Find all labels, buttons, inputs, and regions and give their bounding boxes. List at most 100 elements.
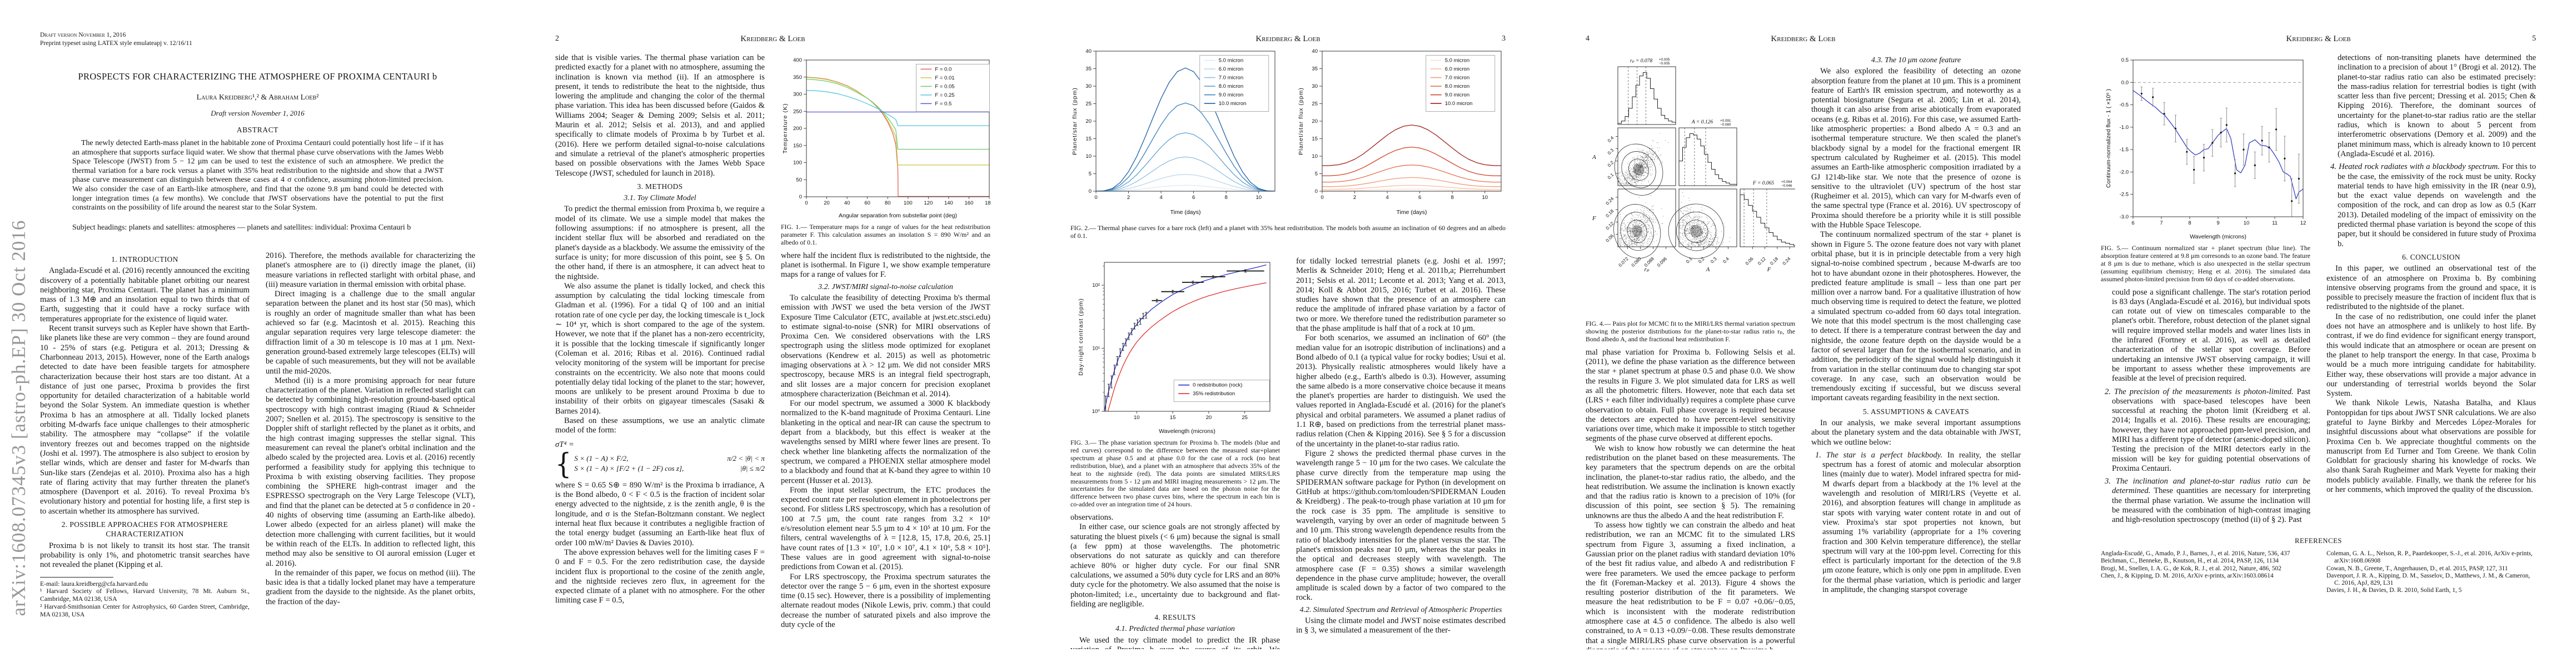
footnote-rule: [40, 576, 113, 578]
svg-text:A = 0.126: A = 0.126: [1691, 120, 1713, 125]
svg-text:4: 4: [1159, 195, 1162, 201]
svg-text:F: F: [1592, 215, 1596, 222]
svg-text:+0.064: +0.064: [1781, 180, 1792, 184]
paragraph: Method (ii) is a more promising approach…: [266, 376, 475, 568]
svg-text:10: 10: [1085, 153, 1092, 160]
svg-text:180: 180: [985, 200, 990, 206]
svg-text:20: 20: [1312, 118, 1318, 125]
paragraph: Recent transit surveys such as Kepler ha…: [40, 324, 250, 516]
list-item: 2. The precision of the measurements is …: [2105, 387, 2310, 473]
paragraph: We also assume the planet is tidally loc…: [555, 281, 765, 416]
paragraph: We used the toy climate model to predict…: [1070, 635, 1280, 649]
svg-text:0 redistribution (rock): 0 redistribution (rock): [1193, 382, 1242, 389]
svg-text:20: 20: [1085, 118, 1092, 125]
paragraph: where half the incident flux is redistri…: [781, 251, 990, 280]
svg-text:4: 4: [1386, 195, 1388, 201]
svg-text:Day-night contrast (ppm): Day-night contrast (ppm): [1078, 298, 1084, 376]
svg-text:25: 25: [1242, 415, 1248, 421]
svg-text:10⁰: 10⁰: [1092, 409, 1100, 415]
preprint-typeset-line: Preprint typeset using LATEX style emula…: [40, 39, 192, 47]
svg-text:5.0 micron: 5.0 micron: [1445, 58, 1469, 64]
svg-text:35: 35: [1085, 66, 1092, 72]
svg-text:160: 160: [965, 200, 974, 206]
reference-entry: Davenport, J. R. A., Kipping, D. M., Sas…: [2326, 572, 2530, 587]
paragraph: In this paper, we outlined an observatio…: [2326, 264, 2536, 312]
list-item: 4. Heated rock radiates with a blackbody…: [2330, 162, 2536, 248]
svg-text:8: 8: [1225, 195, 1228, 201]
paragraph: could pose a significant challenge. The …: [2112, 287, 2310, 384]
page-4: 4 Kreidberg & Loeb rₚ = 0.078 +0.005 −0.00…: [1546, 0, 2061, 667]
list-item: 3. The inclination and planet-to-star ra…: [2105, 477, 2310, 525]
svg-text:Wavelength (microns): Wavelength (microns): [2190, 233, 2246, 240]
svg-text:12: 12: [2300, 220, 2306, 226]
page3-left-column: 10 15 20 25 10⁰ 10¹ 10² Wavelength (microns) Day…: [1070, 257, 1280, 649]
svg-text:80: 80: [885, 200, 891, 206]
svg-text:0: 0: [799, 194, 802, 200]
page1-right-column: 2016). Therefore, the methods available …: [266, 251, 475, 647]
paragraph: for tidally locked terrestrial planets (…: [1296, 257, 1506, 334]
figure-caption: FIG. 1.— Temperature maps for a range of…: [781, 223, 990, 246]
svg-text:F: F: [1767, 266, 1771, 273]
svg-text:10: 10: [1482, 195, 1488, 201]
svg-text:8.0 micron: 8.0 micron: [1219, 83, 1243, 89]
references-heading: REFERENCES: [2294, 537, 2343, 545]
svg-text:0.5: 0.5: [2121, 57, 2128, 63]
svg-text:Angular separation from subste: Angular separation from substellar point…: [839, 212, 957, 219]
section-heading: 6. CONCLUSION: [2402, 252, 2460, 261]
paper-title: PROSPECTS FOR CHARACTERIZING THE ATMOSPH…: [78, 71, 437, 82]
svg-text:0.0: 0.0: [2121, 79, 2128, 86]
paragraph: We also explored the feasibility of dete…: [1811, 67, 2021, 230]
paragraph: Direct imaging is a challenge due to the…: [266, 290, 475, 376]
reference-entry: Davies, J. H., & Davies, D. R. 2010, Sol…: [2326, 587, 2462, 594]
paragraph: In the remainder of this paper, we focus…: [266, 568, 475, 606]
svg-text:25: 25: [1312, 101, 1318, 107]
svg-text:7.0 micron: 7.0 micron: [1445, 75, 1469, 81]
brace-glyph: {: [555, 446, 572, 481]
svg-text:9.0 micron: 9.0 micron: [1445, 92, 1469, 98]
svg-text:20: 20: [1205, 415, 1212, 421]
svg-text:6.0 micron: 6.0 micron: [1445, 66, 1469, 72]
page-number: 5: [2532, 34, 2536, 43]
subsection-heading: 4.3. The 10 μm ozone feature: [1871, 56, 1961, 64]
paragraph: 2016). Therefore, the methods available …: [266, 251, 475, 289]
svg-text:rₚ = 0.078: rₚ = 0.078: [1630, 58, 1653, 64]
figure-caption: FIG. 4.— Pairs plot for MCMC fit to the …: [1586, 320, 1795, 343]
svg-text:7.0 micron: 7.0 micron: [1219, 75, 1243, 81]
page-number: 3: [1502, 34, 1506, 43]
running-title: Kreidberg & Loeb: [1255, 34, 1321, 43]
equation-expr: S × (1 − A) × [F/2 + (1 − 2F) cos z],: [574, 464, 684, 472]
page-1: arXiv:1608.07345v3 [astro-ph.EP] 30 Oct …: [0, 0, 515, 667]
svg-text:300: 300: [793, 92, 802, 98]
svg-text:20: 20: [824, 200, 830, 206]
svg-text:0: 0: [1094, 195, 1097, 201]
list-item-lead: 2. The precision of the measurements is …: [2105, 387, 2294, 396]
page-3: Kreidberg & Loeb 3 0 2 4 6 8 10 0 5 10 15 20 25 30 35…: [1030, 0, 1546, 667]
svg-text:5: 5: [1315, 171, 1318, 177]
paragraph: We wish to know how robustly we can dete…: [1586, 444, 1795, 520]
section-heading: 3. METHODS: [637, 182, 683, 191]
page5-left-column: 6 7 8 9 10 11 12 0.5 0.0 -0.5 -1.0 -1.5 -2.0 -2.5 -3.0…: [2101, 53, 2310, 537]
svg-text:-1.5: -1.5: [2119, 147, 2128, 153]
list-item: 1. The star is a perfect blackbody. In r…: [1815, 450, 2021, 595]
subsection-heading: 4.2. Simulated Spectrum and Retrieval of…: [1299, 605, 1502, 614]
svg-text:15: 15: [1085, 136, 1092, 142]
svg-text:30: 30: [1312, 83, 1318, 89]
svg-text:+0.005: +0.005: [1659, 58, 1670, 62]
svg-text:50: 50: [796, 177, 802, 183]
svg-text:350: 350: [793, 74, 802, 81]
svg-text:30: 30: [1085, 83, 1092, 89]
paragraph: Proxima b is not likely to transit its h…: [40, 541, 250, 570]
draft-header: Draft version November 1, 2016 Preprint …: [40, 31, 192, 47]
section-heading: 4. RESULTS: [1154, 613, 1196, 622]
svg-text:60: 60: [864, 200, 870, 206]
svg-text:150: 150: [793, 143, 802, 149]
figure-caption: FIG. 3.— The phase variation spectrum fo…: [1070, 439, 1280, 509]
svg-text:9: 9: [2216, 220, 2219, 226]
subject-headings: Subject headings: planets and satellites…: [72, 223, 411, 232]
equation-lhs: σT⁴ =: [555, 440, 574, 449]
svg-text:120: 120: [924, 200, 933, 206]
svg-text:8: 8: [1451, 195, 1454, 201]
svg-text:Planet/star flux (ppm): Planet/star flux (ppm): [1072, 87, 1078, 155]
